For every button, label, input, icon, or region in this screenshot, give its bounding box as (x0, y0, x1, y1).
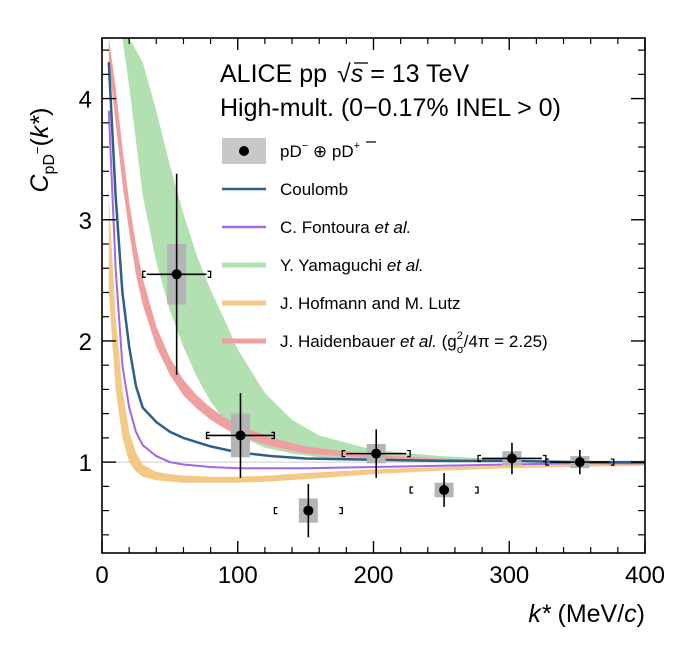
data-points (142, 173, 615, 538)
legend: pD− ⊕ pD+ Coulomb C. Fontoura et al. Y. … (222, 138, 548, 356)
series-fontoura-line (107, 110, 645, 470)
bin-bracket (407, 449, 411, 458)
data-marker (506, 453, 517, 464)
legend-entry-data: pD− ⊕ pD+ (222, 138, 376, 164)
title-line2: High-mult. (0−0.17% INEL > 0) (220, 94, 561, 122)
y-tick-label: 2 (79, 329, 92, 356)
legend-haidenbauer-label: J. Haidenbauer et al. (g2 σ/4π = 2.25) (280, 330, 548, 356)
y-tick-label: 3 (79, 208, 92, 235)
bin-bracket (273, 506, 278, 515)
bin-bracket (142, 270, 146, 278)
y-tick-label: 1 (79, 450, 92, 477)
data-marker (439, 484, 450, 495)
axis-ticks: 0 100 200 300 400 1 2 3 4 (79, 38, 665, 589)
data-point (477, 442, 547, 475)
x-tick-label: 0 (95, 562, 108, 589)
model-curves (107, 38, 645, 483)
bin-bracket (477, 454, 482, 463)
x-axis-title: k* (MeV/c) (528, 600, 645, 628)
y-tick-label: 4 (79, 87, 92, 114)
data-point (205, 393, 276, 478)
bin-bracket (545, 458, 549, 466)
legend-entry-fontoura: C. Fontoura et al. (222, 218, 411, 237)
bin-bracket (610, 458, 615, 466)
legend-entry-coulomb: Coulomb (222, 180, 348, 199)
data-marker (303, 505, 314, 516)
bin-bracket (409, 486, 414, 494)
legend-coulomb-label: Coulomb (280, 180, 348, 199)
legend-hofmann-label: J. Hofmann and M. Lutz (280, 294, 460, 313)
data-point (545, 450, 615, 475)
legend-entry-yamaguchi: Y. Yamaguchi et al. (222, 256, 424, 275)
x-tick-label: 200 (353, 562, 393, 589)
bin-bracket (341, 449, 346, 458)
data-point (142, 173, 212, 375)
title-line1: ALICE pp √s = 13 TeV (220, 60, 469, 88)
x-tick-label: 400 (625, 562, 665, 589)
x-tick-label: 300 (489, 562, 529, 589)
data-point (273, 483, 343, 538)
series-coulomb-line (107, 62, 645, 464)
legend-data-marker (239, 146, 249, 156)
data-marker (371, 448, 382, 459)
bin-bracket (475, 486, 479, 494)
legend-yamaguchi-label: Y. Yamaguchi et al. (280, 256, 424, 275)
legend-fontoura-label: C. Fontoura et al. (280, 218, 411, 237)
bin-bracket (205, 431, 210, 440)
data-point (341, 429, 411, 478)
legend-entry-haidenbauer: J. Haidenbauer et al. (g2 σ/4π = 2.25) (222, 330, 548, 356)
data-marker (171, 269, 182, 280)
data-marker (574, 457, 585, 468)
bin-bracket (339, 506, 343, 515)
data-marker (235, 430, 246, 441)
legend-data-label: pD− ⊕ pD+ (280, 140, 360, 161)
data-point (409, 473, 479, 507)
legend-entry-hofmann: J. Hofmann and M. Lutz (222, 294, 460, 313)
y-axis-title: CpD−(k*) (26, 108, 58, 193)
bin-bracket (207, 270, 212, 278)
x-tick-label: 100 (218, 562, 258, 589)
